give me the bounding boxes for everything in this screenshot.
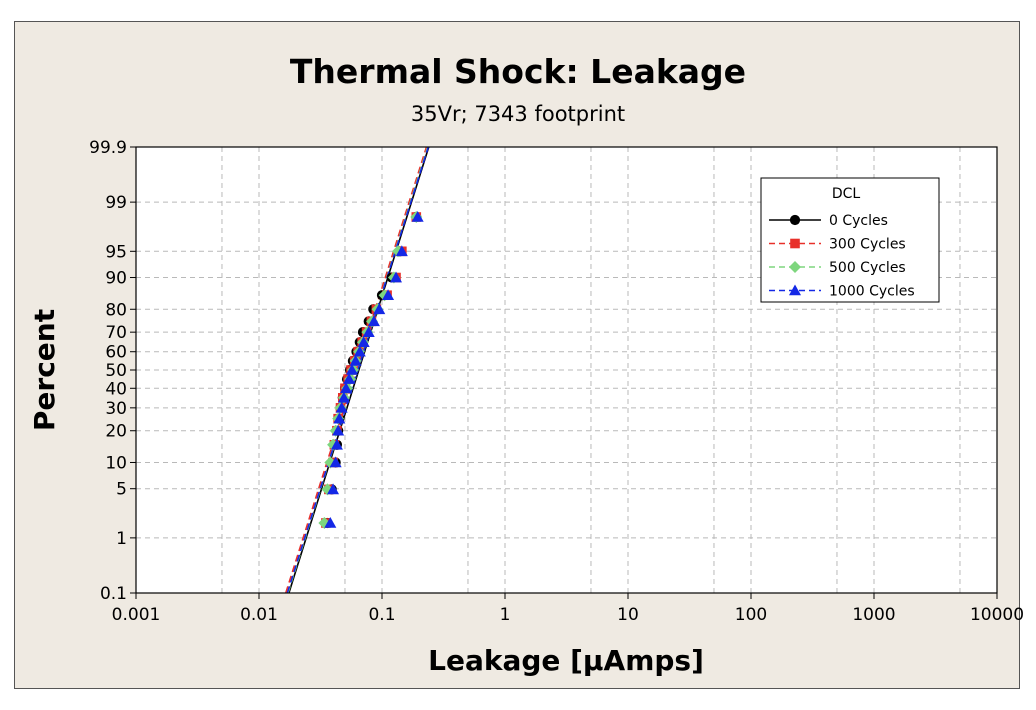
y-axis-title: Percent bbox=[28, 309, 61, 431]
x-tick-label: 10000 bbox=[970, 605, 1024, 625]
data-point bbox=[367, 315, 380, 327]
tick-layer: 0.001 0.01 0.1 1 10 100 1000 10000 0.1 1 5 10 20 3040… bbox=[89, 138, 1024, 625]
x-tick-label: 0.001 bbox=[112, 605, 161, 625]
y-tick-label: 0.1 bbox=[100, 584, 127, 604]
x-tick-label: 10 bbox=[617, 605, 639, 625]
y-tick-label: 95 bbox=[105, 242, 127, 262]
y-tick-label: 10 bbox=[105, 453, 127, 473]
x-tick-label: 1000 bbox=[852, 605, 895, 625]
data-point bbox=[324, 516, 337, 528]
y-tick-label: 5 bbox=[116, 480, 127, 500]
data-point bbox=[337, 391, 350, 403]
x-tick-label: 0.1 bbox=[368, 605, 395, 625]
data-point bbox=[343, 373, 356, 384]
x-axis-title: Leakage [µAmps] bbox=[428, 644, 704, 677]
chart-title: Thermal Shock: Leakage bbox=[289, 52, 747, 91]
legend-swatch-marker bbox=[789, 214, 801, 226]
data-point bbox=[373, 303, 386, 315]
y-tick-label: 50 bbox=[105, 361, 127, 381]
legend-label: 300 Cycles bbox=[829, 237, 906, 253]
x-tick-label: 100 bbox=[735, 605, 767, 625]
data-point bbox=[411, 211, 424, 222]
y-tick-label: 20 bbox=[105, 422, 127, 442]
legend-title: DCL bbox=[832, 186, 861, 202]
chart-subtitle: 35Vr; 7343 footprint bbox=[410, 102, 626, 126]
data-point bbox=[357, 336, 370, 347]
data-point bbox=[335, 401, 348, 413]
data-point bbox=[390, 271, 403, 283]
legend-swatch-marker bbox=[789, 261, 801, 273]
x-tick-label: 1 bbox=[500, 605, 511, 625]
legend-label: 1000 Cycles bbox=[829, 284, 915, 300]
y-tick-label: 99.9 bbox=[89, 138, 127, 158]
y-tick-label: 80 bbox=[105, 300, 127, 320]
data-point bbox=[353, 345, 366, 357]
data-point bbox=[345, 364, 358, 375]
legend: DCL 0 Cycles 300 Cycles 500 Cycles 1000 Cycl… bbox=[760, 177, 940, 303]
data-point bbox=[333, 412, 346, 424]
data-point bbox=[340, 382, 353, 394]
data-point bbox=[395, 245, 408, 257]
data-point bbox=[349, 354, 362, 366]
y-tick-label: 60 bbox=[105, 343, 127, 363]
y-tick-label: 70 bbox=[105, 323, 127, 343]
data-point bbox=[330, 438, 343, 450]
plot-border bbox=[135, 146, 998, 594]
data-point bbox=[382, 289, 395, 301]
data-point bbox=[362, 326, 375, 337]
legend-swatch-marker bbox=[790, 238, 800, 249]
y-tick-label: 90 bbox=[105, 269, 127, 289]
y-tick-label: 30 bbox=[105, 399, 127, 419]
data-point-layer bbox=[318, 211, 424, 529]
legend-swatch-marker bbox=[789, 284, 801, 296]
legend-label: 500 Cycles bbox=[829, 260, 906, 276]
y-tick-label: 40 bbox=[105, 379, 127, 399]
data-point bbox=[332, 424, 345, 436]
data-point bbox=[327, 483, 340, 495]
y-tick-label: 1 bbox=[116, 529, 127, 549]
data-point bbox=[329, 456, 342, 468]
y-tick-label: 99 bbox=[105, 193, 127, 213]
legend-label: 0 Cycles bbox=[829, 213, 888, 229]
x-tick-label: 0.01 bbox=[240, 605, 278, 625]
